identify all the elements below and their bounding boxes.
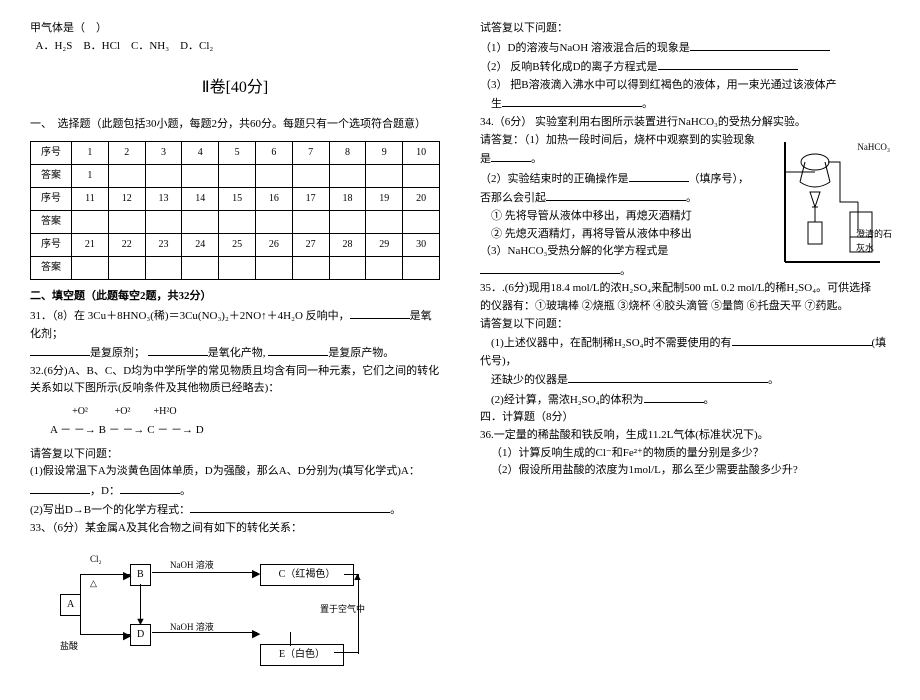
q32-chain: +O² +O² +H²O — [60, 404, 440, 420]
section1-heading: 一、 选择题（此题包括30小题，每题2分，共60分。每题只有一个选项符合题意） — [30, 116, 440, 134]
q35-1: (1)上述仪器中，在配制稀H₂SO₄时不需要使用的有(填代号)， — [480, 333, 890, 370]
r1: （1）D的溶液与NaOH 溶液混合后的现象是 — [480, 38, 890, 58]
diagram-33: A B D C（红褐色） E（白色） ▶ Cl₂ △ ▶ 盐酸 ▶ NaOH 溶… — [30, 544, 390, 674]
label-limewater: 澄清的石灰水 — [856, 227, 896, 256]
q31: 31．（8）在 3Cu＋8HNO₃(稀)＝3Cu(NO₃)₂＋2NO↑＋4H₂O… — [30, 306, 440, 343]
opt-d: D．Cl₂ — [180, 40, 213, 52]
q32-2: (2)写出D→B一个的化学方程式：。 — [30, 500, 440, 520]
q35: 35．.(6分)现用18.4 mol/L的浓H₂SO₄来配制500 mL 0.2… — [480, 280, 890, 298]
opt-b: B．HCl — [83, 40, 120, 52]
right-ask: 试答复以下问题： — [480, 20, 890, 38]
q36-2: （2）假设所用盐酸的浓度为1mol/L，那么至少需要盐酸多少升? — [480, 462, 890, 480]
q32: 32.(6分)A、B、C、D均为中学所学的常见物质且均含有同一种元素，它们之间的… — [30, 363, 440, 398]
grid-row-nums3: 序号 21222324252627282930 — [31, 234, 440, 257]
grid-row-nums2: 序号 11121314151617181920 — [31, 188, 440, 211]
left-column: 甲气体是（ ） A．H₂S B．HCl C．NH₃ D．Cl₂ Ⅱ卷[40分] … — [30, 20, 440, 680]
d33-b: B — [130, 564, 151, 586]
d33-c: C（红褐色） — [260, 564, 354, 586]
q36-1: （1）计算反响生成的Cl⁻和Fe²⁺的物质的量分别是多少？ — [480, 445, 890, 463]
apparatus-diagram: NaHCO₃ 澄清的石灰水 — [780, 132, 890, 272]
section2-heading: 二、填空题（此题每空2题，共32分） — [30, 288, 440, 306]
answer-grid: 序号 12345678910 答案 1 序号 11121314151617181… — [30, 141, 440, 280]
d33-e: E（白色） — [260, 644, 344, 666]
r3: （3） 把B溶液滴入沸水中可以得到红褐色的液体，用一束光通过该液体产 — [480, 77, 890, 95]
grid-label: 序号 — [31, 142, 72, 165]
q32-chain-main: A － －→ B － －→ C － －→ D — [50, 422, 440, 440]
q33: 33、（6分）某金属A及其化合物之间有如下的转化关系： — [30, 520, 440, 538]
q35-ask: 请答复以下问题： — [480, 316, 890, 334]
q35-2: (2)经计算，需浓H₂SO₄的体积为。 — [480, 390, 890, 410]
q35-1c: 还缺少的仪器是。 — [480, 370, 890, 390]
opt-c: C．NH₃ — [131, 40, 169, 52]
q31-cont: 是复原剂； 是氧化产物, 是复原产物。 — [30, 343, 440, 363]
q32-ask: 请答复以下问题： — [30, 446, 440, 464]
q32-1b: ，D：。 — [30, 481, 440, 501]
blank — [350, 306, 410, 319]
q35b: 的仪器有：①玻璃棒 ②烧瓶 ③烧杯 ④胶头滴管 ⑤量筒 ⑥托盘天平 ⑦药匙。 — [480, 298, 890, 316]
paper-title: Ⅱ卷[40分] — [30, 75, 440, 101]
opt-a: A．H₂S — [36, 40, 73, 52]
r2: （2） 反响B转化成D的离子方程式是 — [480, 57, 890, 77]
d33-a: A — [60, 594, 81, 616]
grid-row-nums1: 序号 12345678910 — [31, 142, 440, 165]
right-column: 试答复以下问题： （1）D的溶液与NaOH 溶液混合后的现象是 （2） 反响B转… — [480, 20, 890, 680]
q36: 36.一定量的稀盐酸和铁反响，生成11.2L气体(标准状况下)。 — [480, 427, 890, 445]
grid-row-ans1: 答案 1 — [31, 165, 440, 188]
section4-heading: 四．计算题（8分） — [480, 409, 890, 427]
q32-1: (1)假设常温下A为淡黄色固体单质，D为强酸，那么A、D分别为(填写化学式)A： — [30, 463, 440, 481]
gas-question: 甲气体是（ ） — [30, 20, 440, 38]
q34: 34.（6分） 实验室利用右图所示装置进行NaHCO₃的受热分解实验。 — [480, 114, 890, 132]
r3b: 生。 — [480, 94, 890, 114]
grid-row-ans3: 答案 — [31, 257, 440, 280]
grid-row-ans2: 答案 — [31, 211, 440, 234]
label-nahco3: NaHCO₃ — [857, 140, 890, 154]
gas-options: A．H₂S B．HCl C．NH₃ D．Cl₂ — [30, 38, 440, 56]
